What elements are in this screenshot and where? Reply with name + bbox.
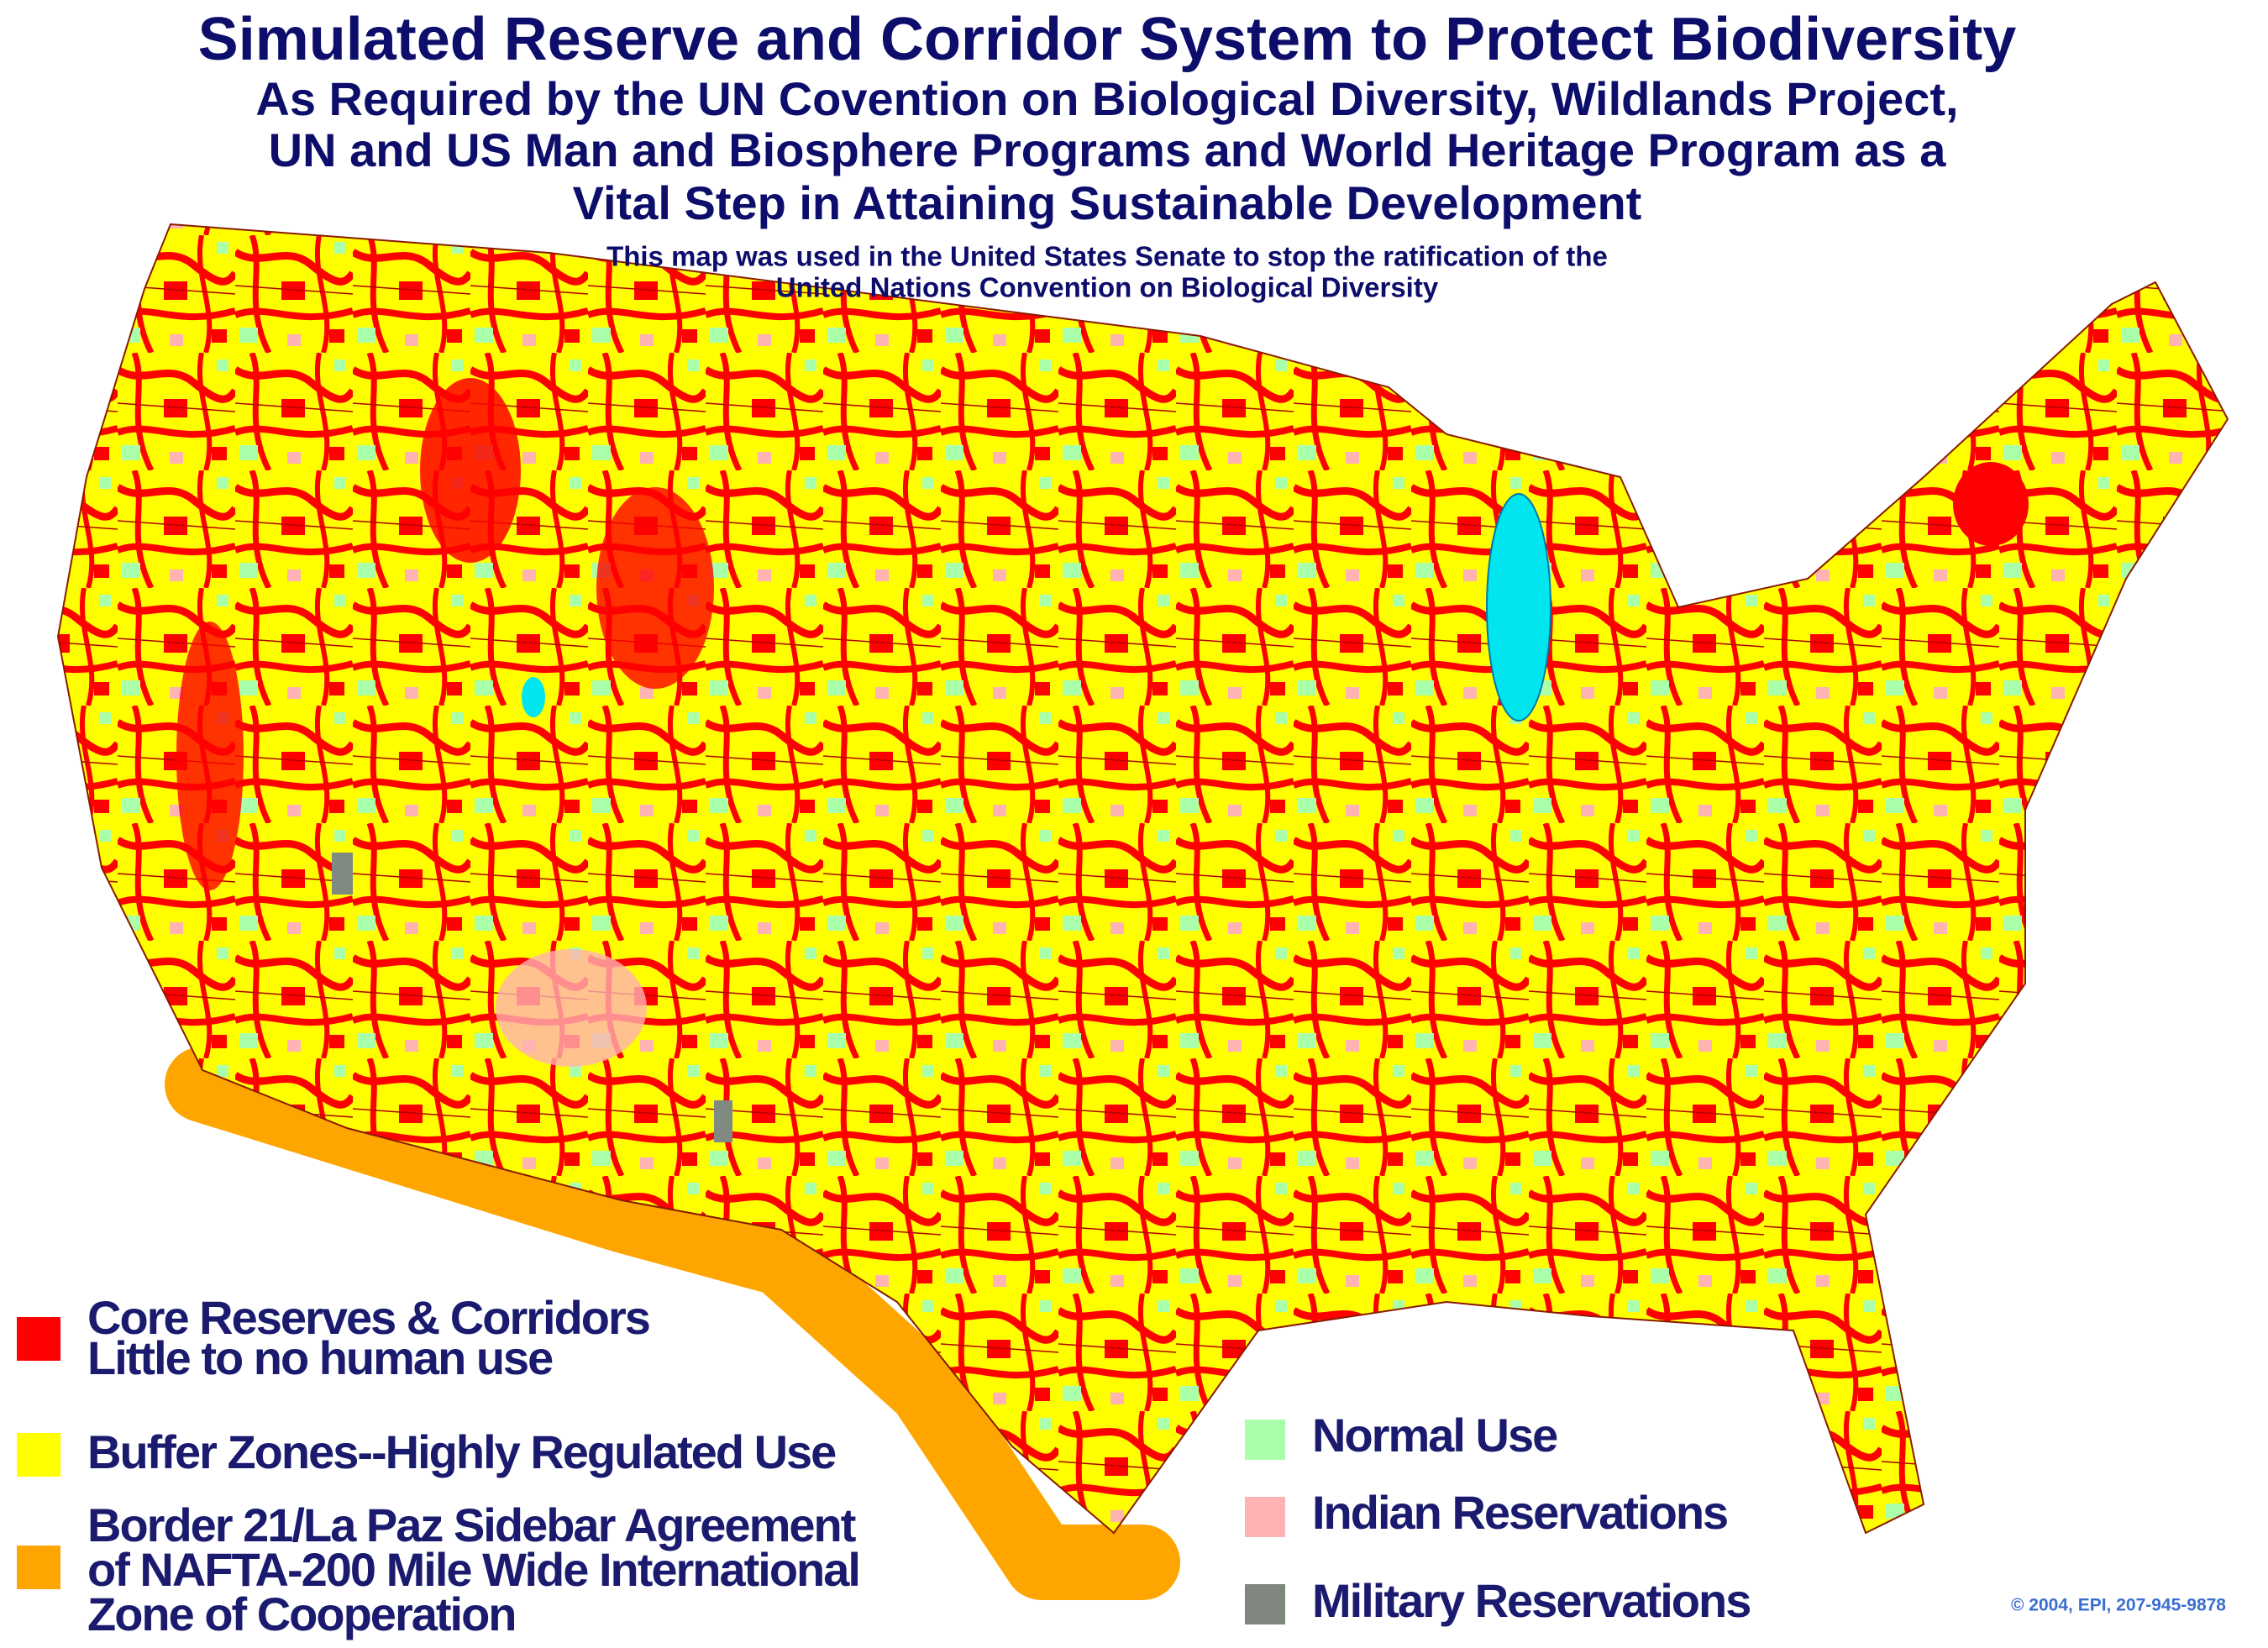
- note: This map was used in the United States S…: [606, 241, 1608, 272]
- title: Simulated Reserve and Corridor System to…: [198, 6, 2017, 73]
- legend-label: Buffer Zones--Highly Regulated Use: [87, 1425, 836, 1478]
- subtitle: Vital Step in Attaining Sustainable Deve…: [573, 176, 1642, 229]
- legend-swatch: [1245, 1420, 1285, 1460]
- legend-label: of NAFTA-200 Mile Wide International: [87, 1543, 859, 1596]
- legend-swatch: [17, 1433, 60, 1477]
- legend-label: Core Reserves & Corridors: [87, 1291, 649, 1344]
- subtitle: UN and US Man and Biosphere Programs and…: [269, 123, 1947, 176]
- legend-label: Military Reservations: [1312, 1574, 1750, 1627]
- us-outline: [56, 223, 2229, 1535]
- legend-swatch: [1245, 1497, 1285, 1537]
- border-zone: [165, 1047, 1180, 1600]
- legend-label: Zone of Cooperation: [87, 1588, 516, 1640]
- subtitle: As Required by the UN Covention on Biolo…: [255, 72, 1958, 125]
- note: United Nations Convention on Biological …: [776, 272, 1439, 303]
- legend-swatch: [17, 1546, 60, 1589]
- legend-swatch: [17, 1317, 60, 1361]
- legend-label: Indian Reservations: [1312, 1486, 1727, 1539]
- legend-swatch: [1245, 1584, 1285, 1624]
- legend-label: Border 21/La Paz Sidebar Agreement: [87, 1498, 856, 1551]
- copyright: © 2004, EPI, 207-945-9878: [2011, 1596, 2226, 1615]
- legend-label: Normal Use: [1312, 1409, 1557, 1462]
- legend-label: Little to no human use: [87, 1331, 553, 1384]
